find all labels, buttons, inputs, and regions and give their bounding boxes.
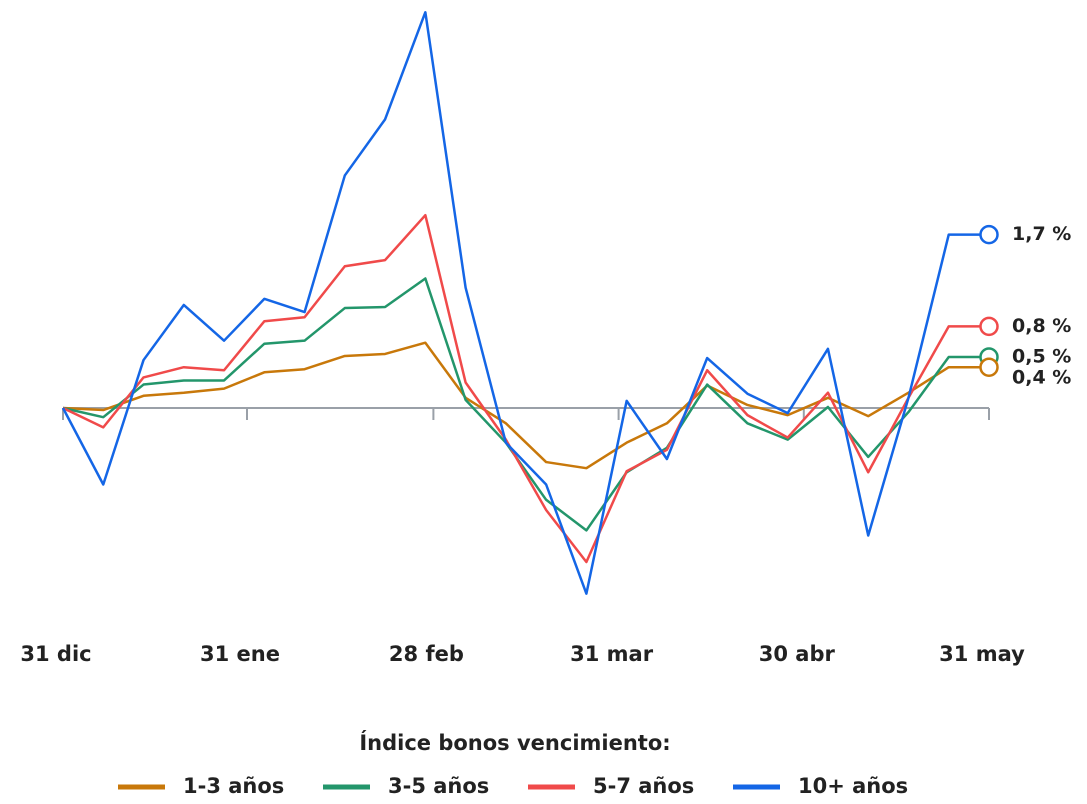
x-tick-label: 31 ene — [200, 642, 280, 666]
legend-label: 10+ años — [798, 774, 908, 798]
end-label: 0,8 % — [1012, 315, 1071, 337]
end-marker — [979, 357, 999, 377]
x-tick-label: 28 feb — [389, 642, 464, 666]
x-tick-label: 31 may — [939, 642, 1025, 666]
line — [62, 213, 989, 564]
end-marker — [979, 224, 999, 245]
x-tick-label: 31 dic — [20, 642, 91, 666]
end-label: 1,7 % — [1012, 223, 1071, 245]
end-label: 0,4 % — [1012, 367, 1071, 389]
end-label: 0,5 % — [1012, 346, 1071, 368]
end-marker — [979, 316, 999, 337]
x-tick-label: 31 mar — [570, 642, 654, 666]
line — [62, 341, 989, 470]
legend-label: 1-3 años — [183, 774, 284, 798]
line — [62, 277, 989, 532]
x-tick-label: 30 abr — [759, 642, 836, 666]
legend-title: Índice bonos vencimiento: — [359, 730, 670, 755]
legend-label: 3-5 años — [388, 774, 489, 798]
legend-label: 5-7 años — [593, 774, 694, 798]
line — [61, 10, 989, 595]
